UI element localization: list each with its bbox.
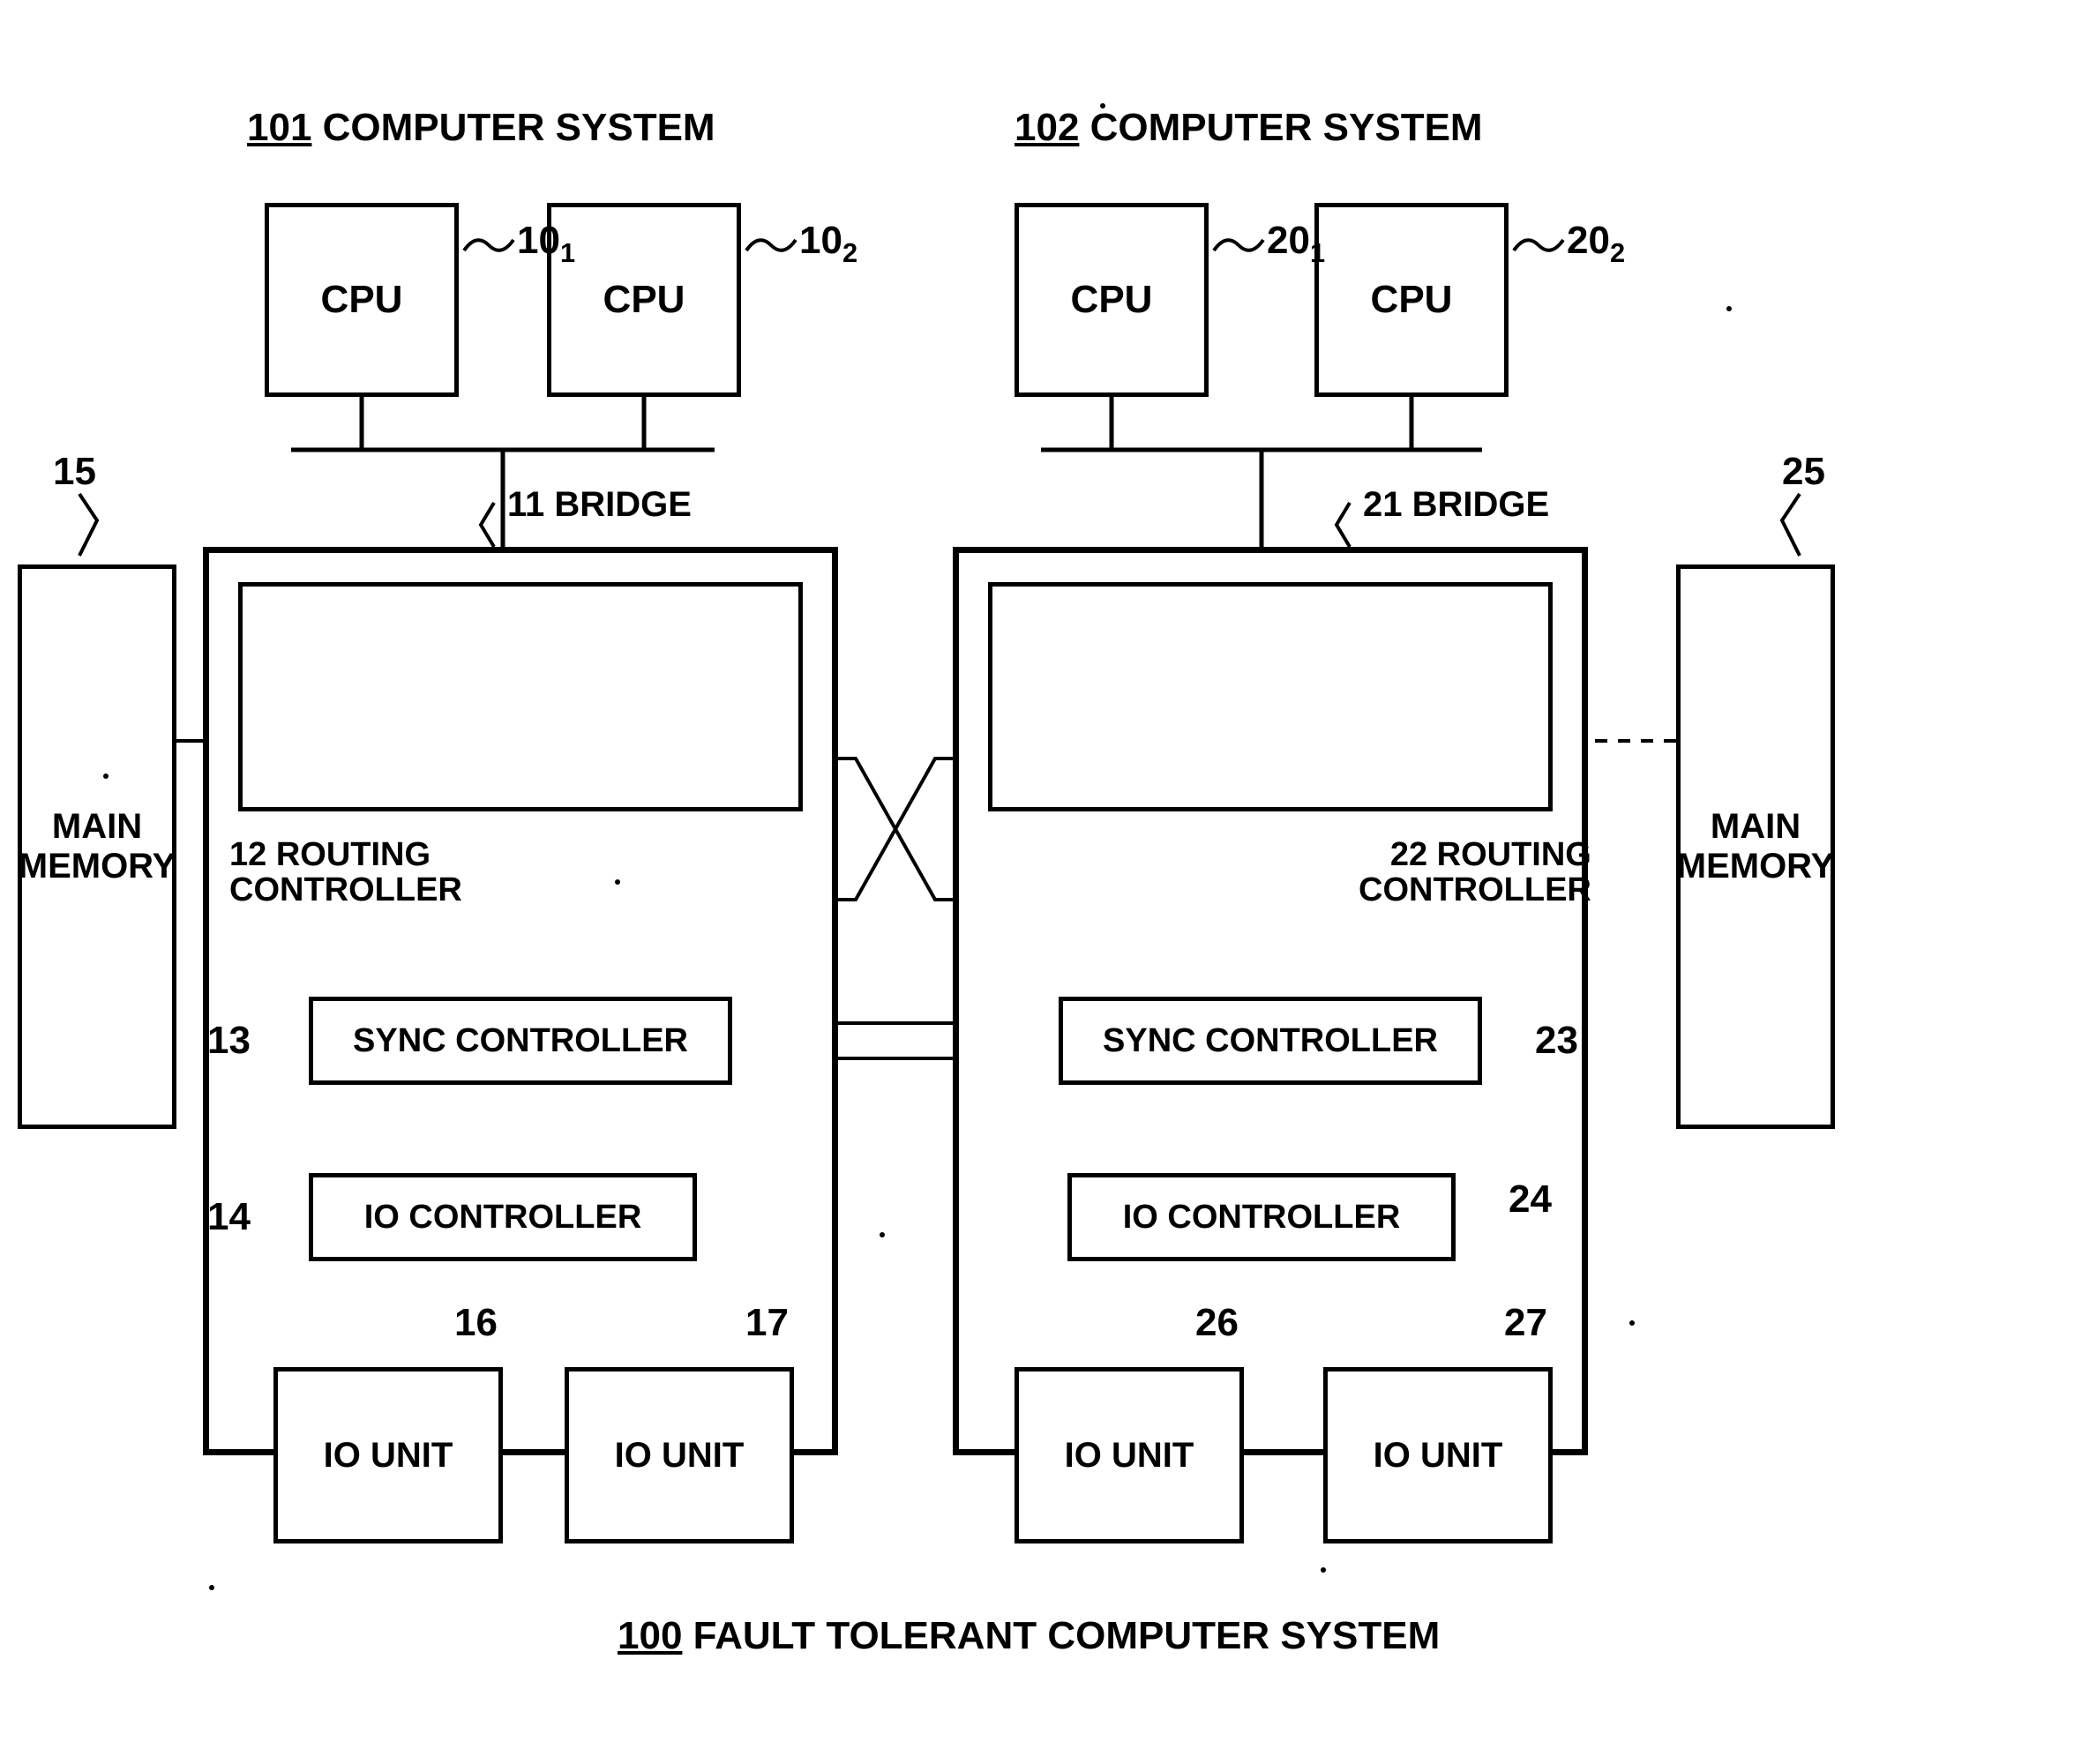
- io-unit-r1: IO UNIT: [1015, 1367, 1244, 1544]
- title-bottom: 100 FAULT TOLERANT COMPUTER SYSTEM: [618, 1614, 1440, 1658]
- routing-controller-left: [238, 582, 803, 811]
- sync-controller-right: SYNC CONTROLLER: [1059, 997, 1482, 1085]
- io-unit-l2: IO UNIT: [565, 1367, 794, 1544]
- ref-ioctrl-l: 14: [207, 1195, 251, 1239]
- ref-sync-r: 23: [1535, 1019, 1578, 1063]
- io-unit-l1: IO UNIT: [273, 1367, 503, 1544]
- noise-dot: [880, 1232, 885, 1237]
- noise-dot: [1321, 1567, 1326, 1573]
- ref-rc-l: 12 ROUTINGCONTROLLER: [229, 838, 462, 908]
- routing-controller-right: [988, 582, 1553, 811]
- io-unit-r2: IO UNIT: [1323, 1367, 1553, 1544]
- ref-mem-l: 15: [53, 450, 96, 494]
- ref-iou-r2: 27: [1504, 1301, 1547, 1345]
- ref-cpu-l2: 102: [799, 219, 857, 269]
- ref-rc-r: 22 ROUTINGCONTROLLER: [1359, 838, 1591, 908]
- ref-iou-l2: 17: [745, 1301, 789, 1345]
- ref-ioctrl-r: 24: [1509, 1177, 1552, 1222]
- noise-dot: [1100, 103, 1105, 108]
- title-system-right: 102 COMPUTER SYSTEM: [1015, 106, 1483, 150]
- io-controller-left: IO CONTROLLER: [309, 1173, 697, 1261]
- ref-cpu-l1: 101: [517, 219, 575, 269]
- title-system-left: 101 COMPUTER SYSTEM: [247, 106, 715, 150]
- ref-cpu-r1: 201: [1267, 219, 1325, 269]
- cpu-l2: CPU: [547, 203, 741, 397]
- noise-dot: [103, 774, 109, 779]
- noise-dot: [615, 879, 620, 885]
- noise-dot: [209, 1585, 214, 1590]
- sync-controller-left: SYNC CONTROLLER: [309, 997, 732, 1085]
- ref-sync-l: 13: [207, 1019, 251, 1063]
- ref-iou-r1: 26: [1195, 1301, 1239, 1345]
- ref-bridge-l: 11 BRIDGE: [507, 485, 692, 525]
- ref-iou-l1: 16: [454, 1301, 498, 1345]
- ref-bridge-r: 21 BRIDGE: [1363, 485, 1549, 525]
- noise-dot: [1726, 306, 1732, 311]
- cpu-r1: CPU: [1015, 203, 1209, 397]
- cpu-l1: CPU: [265, 203, 459, 397]
- cpu-r2: CPU: [1314, 203, 1509, 397]
- noise-dot: [1629, 1320, 1635, 1326]
- main-memory-left: MAIN MEMORY: [18, 564, 176, 1129]
- main-memory-right: MAIN MEMORY: [1676, 564, 1835, 1129]
- ref-mem-r: 25: [1782, 450, 1825, 494]
- ref-cpu-r2: 202: [1567, 219, 1625, 269]
- io-controller-right: IO CONTROLLER: [1067, 1173, 1456, 1261]
